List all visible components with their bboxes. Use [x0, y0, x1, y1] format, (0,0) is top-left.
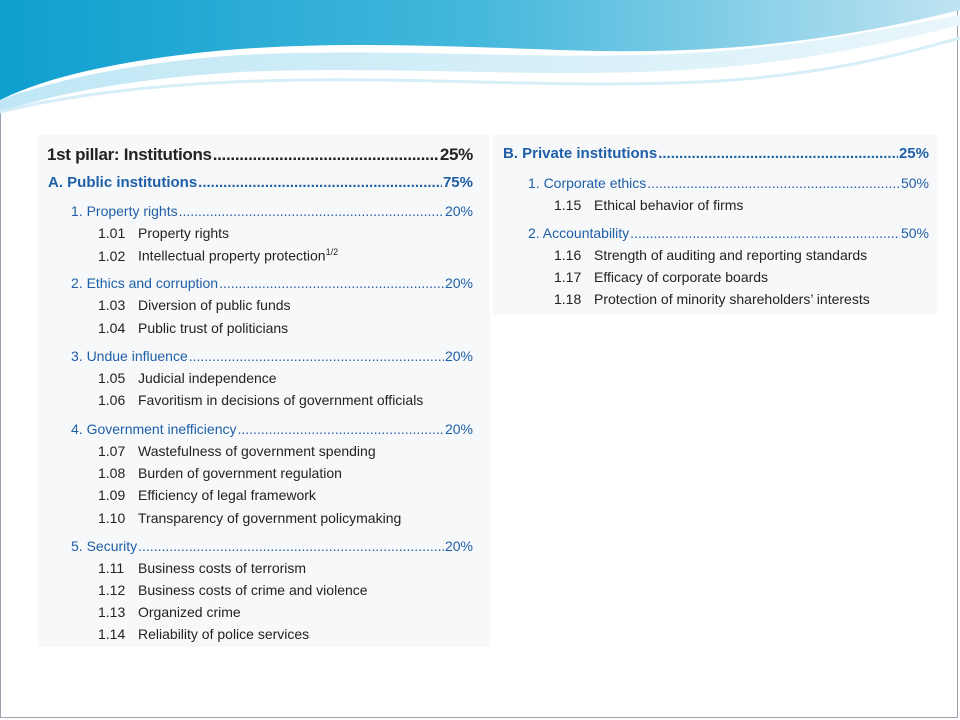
- list-item: 1.17 Efficacy of corporate boards: [554, 269, 768, 285]
- category-security: 5. Security 20%: [71, 538, 473, 554]
- item-number: 1.05: [98, 370, 126, 386]
- category-label: 3. Undue influence: [71, 348, 188, 364]
- dot-leader: [647, 175, 900, 191]
- item-number: 1.02: [98, 247, 126, 264]
- category-undue-influence: 3. Undue influence 20%: [71, 348, 473, 364]
- list-item: 1.03 Diversion of public funds: [98, 297, 291, 313]
- list-item: 1.05 Judicial independence: [98, 370, 277, 386]
- section-weight: 75%: [442, 174, 473, 191]
- item-number: 1.09: [98, 487, 126, 503]
- item-number: 1.11: [98, 560, 125, 576]
- item-text: Efficiency of legal framework: [138, 487, 316, 503]
- pillar-weight: 25%: [439, 145, 473, 164]
- category-weight: 20%: [444, 275, 473, 291]
- item-text: Reliability of police services: [138, 626, 310, 642]
- item-number: 1.17: [554, 269, 582, 285]
- section-weight: 25%: [898, 145, 929, 162]
- list-item: 1.04 Public trust of politicians: [98, 320, 288, 336]
- header-wave-banner: [0, 0, 960, 114]
- list-item: 1.07 Wastefulness of government spending: [98, 443, 376, 459]
- item-text: Strength of auditing and reporting stand…: [594, 247, 868, 263]
- category-label: 2. Accountability: [528, 225, 630, 241]
- pillar-heading: 1st pillar: Institutions 25%: [47, 145, 473, 165]
- item-number: 1.10: [98, 510, 126, 526]
- dot-leader: [219, 275, 444, 291]
- category-weight: 50%: [900, 175, 929, 191]
- footnote-marker: 1/2: [325, 247, 339, 257]
- list-item: 1.14 Reliability of police services: [98, 626, 309, 642]
- list-item: 1.16 Strength of auditing and reporting s…: [554, 247, 867, 263]
- category-weight: 20%: [444, 203, 473, 219]
- category-property-rights: 1. Property rights 20%: [71, 203, 473, 219]
- list-item: 1.12 Business costs of crime and violence: [98, 582, 368, 598]
- item-text: Burden of government regulation: [138, 465, 342, 481]
- item-text: Diversion of public funds: [138, 297, 291, 313]
- category-label: 5. Security: [71, 538, 138, 554]
- list-item: 1.13 Organized crime: [98, 604, 241, 620]
- item-text: Organized crime: [138, 604, 241, 620]
- dot-leader: [238, 421, 444, 437]
- dot-leader: [630, 225, 900, 241]
- item-number: 1.07: [98, 443, 126, 459]
- dot-leader: [658, 145, 898, 162]
- item-text: Transparency of government policymaking: [138, 510, 402, 526]
- item-number: 1.01: [98, 225, 126, 241]
- section-label: A. Public institutions: [48, 174, 198, 191]
- item-number: 1.13: [98, 604, 126, 620]
- category-government-inefficiency: 4. Government inefficiency 20%: [71, 421, 473, 437]
- item-text: Intellectual property protection: [138, 247, 326, 264]
- list-item: 1.01 Property rights: [98, 225, 229, 241]
- dot-leader: [179, 203, 444, 219]
- pillar-label: 1st pillar: Institutions: [47, 145, 212, 164]
- section-label: B. Private institutions: [503, 145, 658, 162]
- item-number: 1.14: [98, 626, 126, 642]
- category-label: 1. Property rights: [71, 203, 178, 219]
- dot-leader: [138, 538, 444, 554]
- category-weight: 50%: [900, 225, 929, 241]
- list-item: 1.09 Efficiency of legal framework: [98, 487, 316, 503]
- item-number: 1.08: [98, 465, 126, 481]
- item-text: Business costs of terrorism: [138, 560, 307, 576]
- category-weight: 20%: [444, 348, 473, 364]
- item-text: Business costs of crime and violence: [138, 582, 368, 598]
- category-label: 1. Corporate ethics: [528, 175, 647, 191]
- section-public-institutions: A. Public institutions 75%: [48, 174, 473, 191]
- section-private-institutions: B. Private institutions 25%: [503, 145, 929, 162]
- list-item: 1.02 Intellectual property protection1/2: [98, 247, 338, 264]
- list-item: 1.06 Favoritism in decisions of governmen…: [98, 392, 423, 408]
- category-accountability: 2. Accountability 50%: [528, 225, 929, 241]
- item-number: 1.12: [98, 582, 126, 598]
- left-panel: [38, 135, 490, 647]
- item-number: 1.06: [98, 392, 126, 408]
- item-text: Property rights: [138, 225, 230, 241]
- category-weight: 20%: [444, 421, 473, 437]
- category-weight: 20%: [444, 538, 473, 554]
- category-corporate-ethics: 1. Corporate ethics 50%: [528, 175, 929, 191]
- list-item: 1.10 Transparency of government policymak…: [98, 510, 401, 526]
- item-number: 1.04: [98, 320, 126, 336]
- dot-leader: [189, 348, 444, 364]
- list-item: 1.15 Ethical behavior of firms: [554, 197, 743, 213]
- item-number: 1.15: [554, 197, 582, 213]
- item-text: Judicial independence: [138, 370, 277, 386]
- item-number: 1.18: [554, 291, 582, 307]
- item-number: 1.16: [554, 247, 582, 263]
- dot-leader: [213, 145, 439, 165]
- item-text: Protection of minority shareholders’ int…: [594, 291, 870, 307]
- item-text: Wastefulness of government spending: [138, 443, 376, 459]
- list-item: 1.11 Business costs of terrorism: [98, 560, 306, 576]
- category-label: 2. Ethics and corruption: [71, 275, 219, 291]
- list-item: 1.18 Protection of minority shareholders’…: [554, 291, 870, 307]
- item-text: Efficacy of corporate boards: [594, 269, 769, 285]
- item-text: Favoritism in decisions of government of…: [138, 392, 424, 408]
- item-text: Public trust of politicians: [138, 320, 289, 336]
- category-label: 4. Government inefficiency: [71, 421, 237, 437]
- item-text: Ethical behavior of firms: [594, 197, 744, 213]
- list-item: 1.08 Burden of government regulation: [98, 465, 342, 481]
- item-number: 1.03: [98, 297, 126, 313]
- dot-leader: [198, 174, 442, 191]
- category-ethics-and-corruption: 2. Ethics and corruption 20%: [71, 275, 473, 291]
